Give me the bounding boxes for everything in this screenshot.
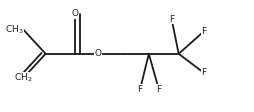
Text: CH$_3$: CH$_3$ (5, 23, 23, 36)
Text: F: F (169, 15, 174, 24)
Text: O: O (72, 10, 79, 18)
Text: F: F (138, 85, 143, 94)
Text: O: O (94, 49, 101, 58)
Text: F: F (201, 27, 206, 36)
Text: CH$_2$: CH$_2$ (14, 72, 33, 84)
Text: F: F (201, 68, 206, 77)
Text: F: F (156, 85, 161, 94)
